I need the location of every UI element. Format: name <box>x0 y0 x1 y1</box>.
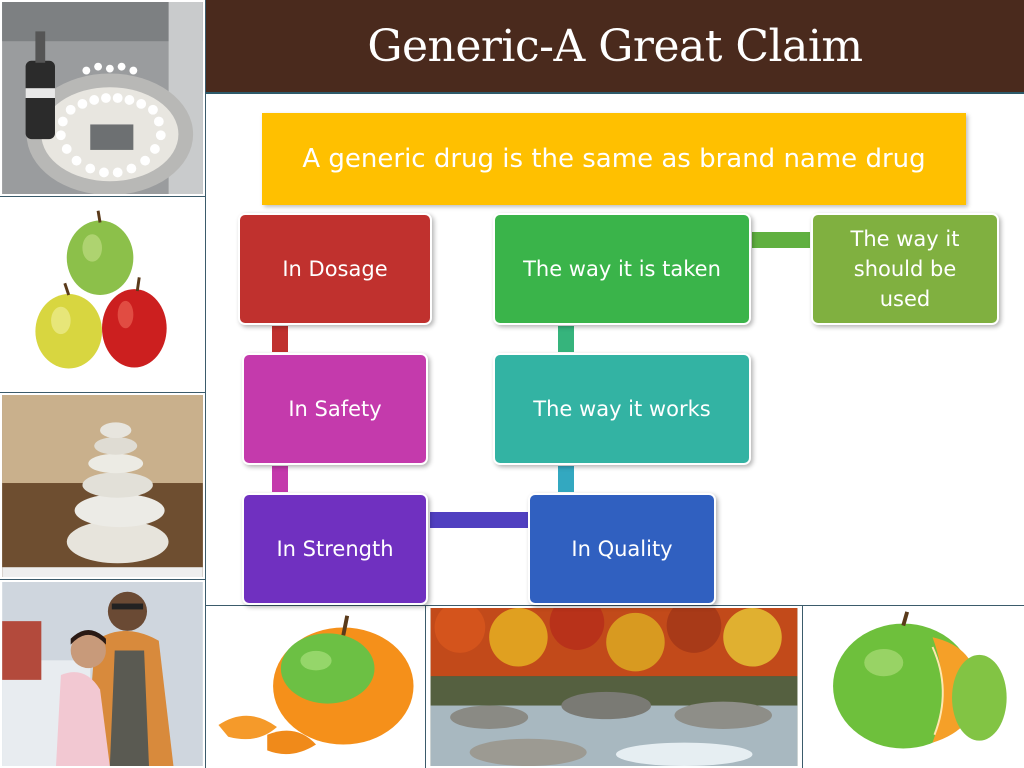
node-in-safety-label: In Safety <box>288 397 382 421</box>
pill-machine-photo <box>0 0 206 197</box>
node-the-way-it-is-taken-label: The way it is taken <box>523 257 721 281</box>
page-title: Generic-A Great Claim <box>367 20 863 72</box>
father-child-photo <box>0 579 206 768</box>
node-in-safety: In Safety <box>242 353 428 465</box>
node-in-quality-label: In Quality <box>571 537 673 561</box>
node-the-way-it-should-be-used: The way it should be used <box>811 213 999 325</box>
claim-banner-text: A generic drug is the same as brand name… <box>302 144 926 174</box>
node-in-strength: In Strength <box>242 493 428 605</box>
connector-quality-works <box>558 466 574 492</box>
orange-apple-photo <box>205 605 426 768</box>
node-in-strength-label: In Strength <box>276 537 394 561</box>
node-the-way-it-is-taken: The way it is taken <box>493 213 751 325</box>
stacked-stones-photo <box>0 392 206 580</box>
title-bar: Generic-A Great Claim <box>206 0 1024 94</box>
connector-works-taken <box>558 326 574 352</box>
node-in-dosage: In Dosage <box>238 213 432 325</box>
connector-strength-quality <box>430 512 528 528</box>
apples-photo <box>0 196 206 393</box>
claim-banner: A generic drug is the same as brand name… <box>262 113 966 205</box>
apple-orange-photo <box>802 605 1024 768</box>
node-the-way-it-should-be-used-label: The way it should be used <box>850 227 960 311</box>
node-the-way-it-works: The way it works <box>493 353 751 465</box>
connector-taken-used <box>752 232 810 248</box>
node-in-dosage-label: In Dosage <box>282 257 388 281</box>
autumn-river-photo <box>425 605 803 768</box>
node-in-quality: In Quality <box>528 493 716 605</box>
connector-safety-strength <box>272 466 288 492</box>
node-the-way-it-works-label: The way it works <box>533 397 711 421</box>
connector-dosage-safety <box>272 326 288 352</box>
